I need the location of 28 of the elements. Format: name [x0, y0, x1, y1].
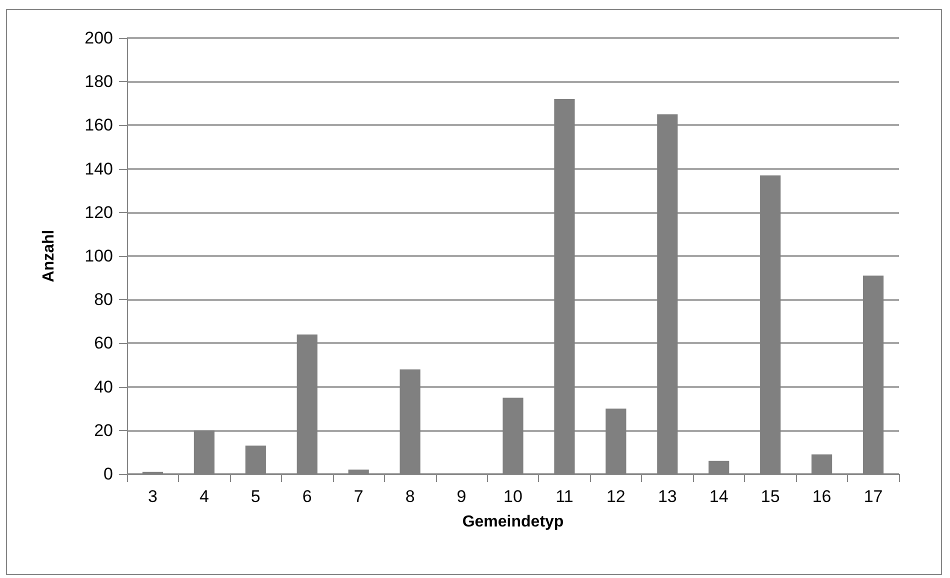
x-tick-label: 5 [250, 487, 260, 506]
y-tick-label: 120 [84, 202, 113, 222]
x-tick-label: 12 [606, 487, 626, 506]
x-tick-label: 4 [199, 487, 209, 506]
x-axis-title: Gemeindetyp [462, 514, 564, 530]
x-tick-label: 3 [148, 487, 158, 506]
y-tick-label: 140 [84, 159, 113, 178]
y-tick-label: 180 [84, 72, 113, 92]
x-tick-label: 13 [658, 487, 677, 506]
x-tick-label: 11 [556, 487, 574, 506]
y-tick-label: 20 [94, 420, 113, 440]
x-tick-label: 9 [456, 487, 466, 506]
y-tick-label: 0 [104, 464, 113, 484]
x-tick-label: 8 [405, 487, 415, 506]
x-tick-label: 14 [709, 487, 728, 506]
y-tick-label: 160 [84, 116, 113, 135]
y-tick-label: 60 [94, 334, 113, 353]
x-tick-label: 7 [354, 487, 364, 506]
y-tick-label: 100 [84, 246, 113, 266]
y-axis-title: Anzahl [40, 230, 58, 282]
y-tick-label: 40 [94, 377, 113, 396]
y-tick-label: 200 [84, 28, 113, 48]
x-tick-label: 10 [504, 487, 522, 506]
y-tick-label: 80 [94, 290, 113, 310]
x-tick-label: 15 [760, 487, 780, 506]
x-tick-label: 17 [864, 487, 883, 506]
x-tick-label: 16 [812, 487, 832, 506]
x-tick-label: 6 [302, 487, 312, 506]
